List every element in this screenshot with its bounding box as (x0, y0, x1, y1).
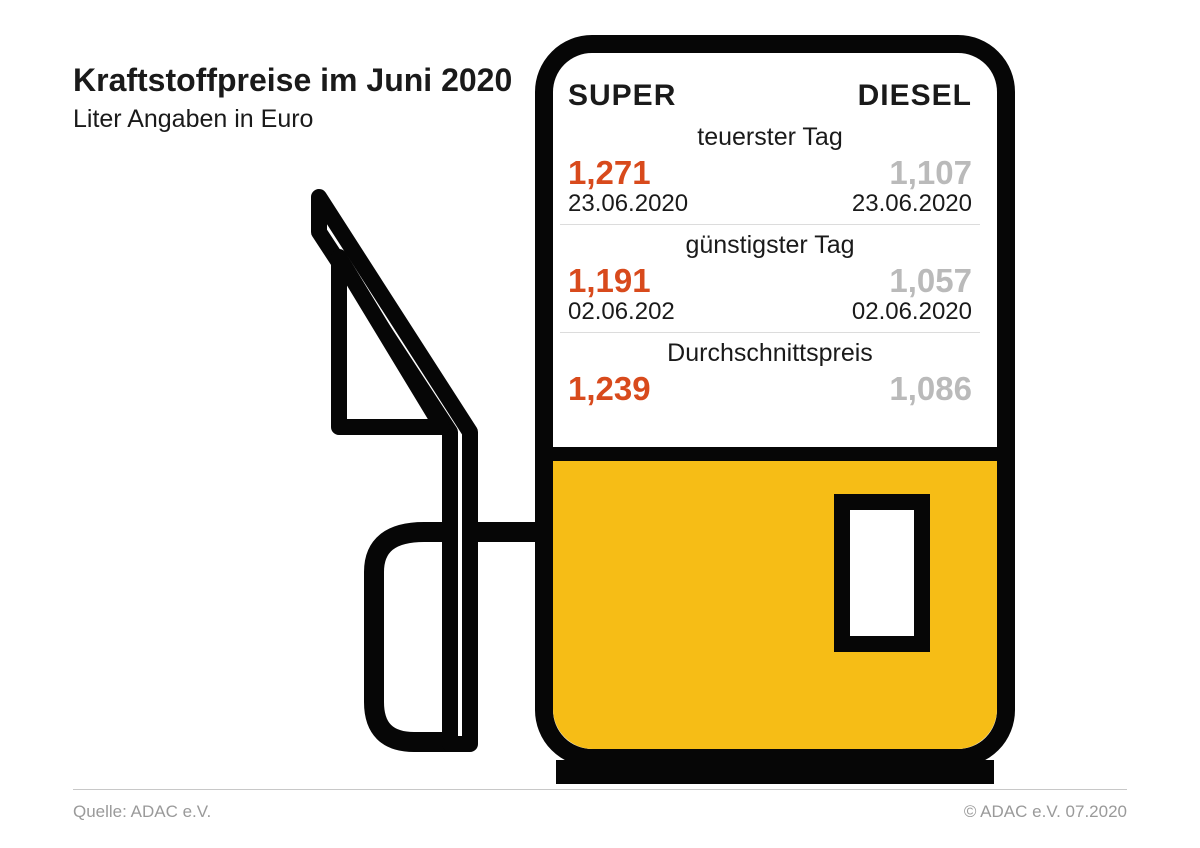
footer-source: Quelle: ADAC e.V. (73, 802, 211, 822)
price-row: 1,271 1,107 (568, 154, 972, 192)
price-row: 1,191 1,057 (568, 262, 972, 300)
super-price: 1,191 (568, 262, 651, 300)
date-row: 23.06.2020 23.06.2020 (568, 190, 972, 218)
section-most-expensive: teuerster Tag 1,271 1,107 23.06.2020 23.… (560, 117, 980, 225)
footer: Quelle: ADAC e.V. © ADAC e.V. 07.2020 (73, 802, 1127, 822)
super-date: 23.06.2020 (568, 190, 688, 218)
date-row: 02.06.202 02.06.2020 (568, 298, 972, 326)
fuel-pump-graphic: SUPER DIESEL teuerster Tag 1,271 1,107 2… (284, 32, 1094, 792)
section-cheapest: günstigster Tag 1,191 1,057 02.06.202 02… (560, 225, 980, 333)
super-price: 1,271 (568, 154, 651, 192)
column-header-diesel: DIESEL (858, 79, 972, 113)
super-price: 1,239 (568, 370, 651, 408)
footer-copyright: © ADAC e.V. 07.2020 (964, 802, 1127, 822)
diesel-price: 1,107 (889, 154, 972, 192)
super-date: 02.06.202 (568, 298, 675, 326)
diesel-date: 02.06.2020 (852, 298, 972, 326)
price-display-panel: SUPER DIESEL teuerster Tag 1,271 1,107 2… (550, 79, 990, 443)
diesel-date: 23.06.2020 (852, 190, 972, 218)
price-row: 1,239 1,086 (568, 370, 972, 408)
diesel-price: 1,086 (889, 370, 972, 408)
section-label: Durchschnittspreis (568, 339, 972, 368)
diesel-price: 1,057 (889, 262, 972, 300)
section-label: günstigster Tag (568, 231, 972, 260)
section-label: teuerster Tag (568, 123, 972, 152)
column-header-super: SUPER (568, 79, 676, 113)
column-headers: SUPER DIESEL (560, 79, 980, 117)
footer-divider (73, 789, 1127, 790)
section-average: Durchschnittspreis 1,239 1,086 (560, 333, 980, 414)
